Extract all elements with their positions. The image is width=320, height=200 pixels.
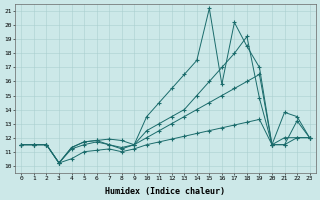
- X-axis label: Humidex (Indice chaleur): Humidex (Indice chaleur): [106, 187, 226, 196]
